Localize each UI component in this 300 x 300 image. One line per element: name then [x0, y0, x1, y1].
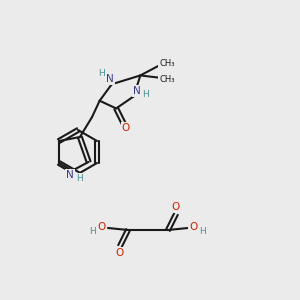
Text: O: O [172, 202, 180, 212]
Text: O: O [189, 222, 197, 232]
Text: N: N [106, 74, 114, 84]
Text: H: H [76, 174, 83, 183]
Text: N: N [66, 170, 74, 180]
Text: H: H [90, 226, 96, 236]
Text: CH₃: CH₃ [159, 75, 175, 84]
Text: O: O [115, 248, 123, 258]
Text: O: O [98, 222, 106, 232]
Text: H: H [142, 90, 149, 99]
Text: H: H [199, 226, 206, 236]
Text: N: N [133, 86, 141, 96]
Text: O: O [122, 123, 130, 133]
Text: CH₃: CH₃ [159, 59, 175, 68]
Text: H: H [98, 69, 105, 78]
